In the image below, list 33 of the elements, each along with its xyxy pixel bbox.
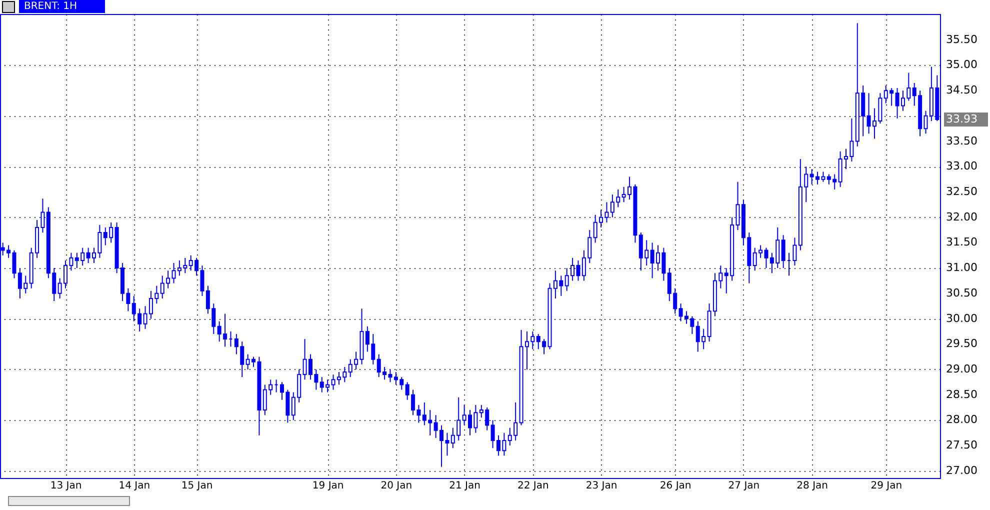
text: 33.93: [946, 112, 978, 126]
chart-title: BRENT: 1H: [19, 0, 106, 13]
y-tick-label: 35.00: [946, 58, 978, 72]
y-tick-label: 29.00: [946, 362, 978, 376]
y-tick-label: 34.50: [946, 84, 978, 97]
y-tick-label: 27.50: [946, 438, 978, 452]
x-tick-label: 21 Jan: [449, 480, 480, 492]
y-tick-label: 30.50: [946, 286, 978, 300]
x-tick-label: 26 Jan: [660, 480, 692, 492]
x-tick-label: 13 Jan: [50, 480, 82, 492]
x-tick-label: 27 Jan: [728, 480, 760, 492]
y-tick-label: 29.50: [946, 337, 978, 350]
candlestick: [792, 237, 797, 266]
y-tick-label: 32.50: [946, 184, 978, 198]
y-tick-label: 31.50: [946, 236, 978, 249]
x-tick-label: 22 Jan: [518, 480, 549, 492]
x-tick-label: 19 Jan: [312, 480, 344, 492]
x-tick-label: 14 Jan: [118, 480, 150, 492]
y-tick-label: 31.00: [946, 261, 978, 274]
x-tick-label: 15 Jan: [181, 480, 213, 492]
x-tick-label: 23 Jan: [586, 480, 618, 492]
y-tick-label: 33.50: [946, 134, 978, 148]
y-tick-label: 32.00: [946, 210, 978, 224]
y-tick-label: 27.00: [946, 464, 978, 477]
x-tick-label: 28 Jan: [796, 480, 828, 492]
y-tick-label: 28.00: [946, 413, 978, 426]
y-tick-label: 33.00: [946, 160, 978, 173]
y-tick-label: 35.50: [946, 32, 978, 46]
candlestick: [781, 234, 786, 269]
y-tick-label: 30.00: [946, 312, 978, 325]
x-tick-label: 29 Jan: [870, 480, 902, 492]
y-tick-label: 28.50: [946, 388, 978, 401]
x-tick-label: 20 Jan: [380, 480, 412, 492]
